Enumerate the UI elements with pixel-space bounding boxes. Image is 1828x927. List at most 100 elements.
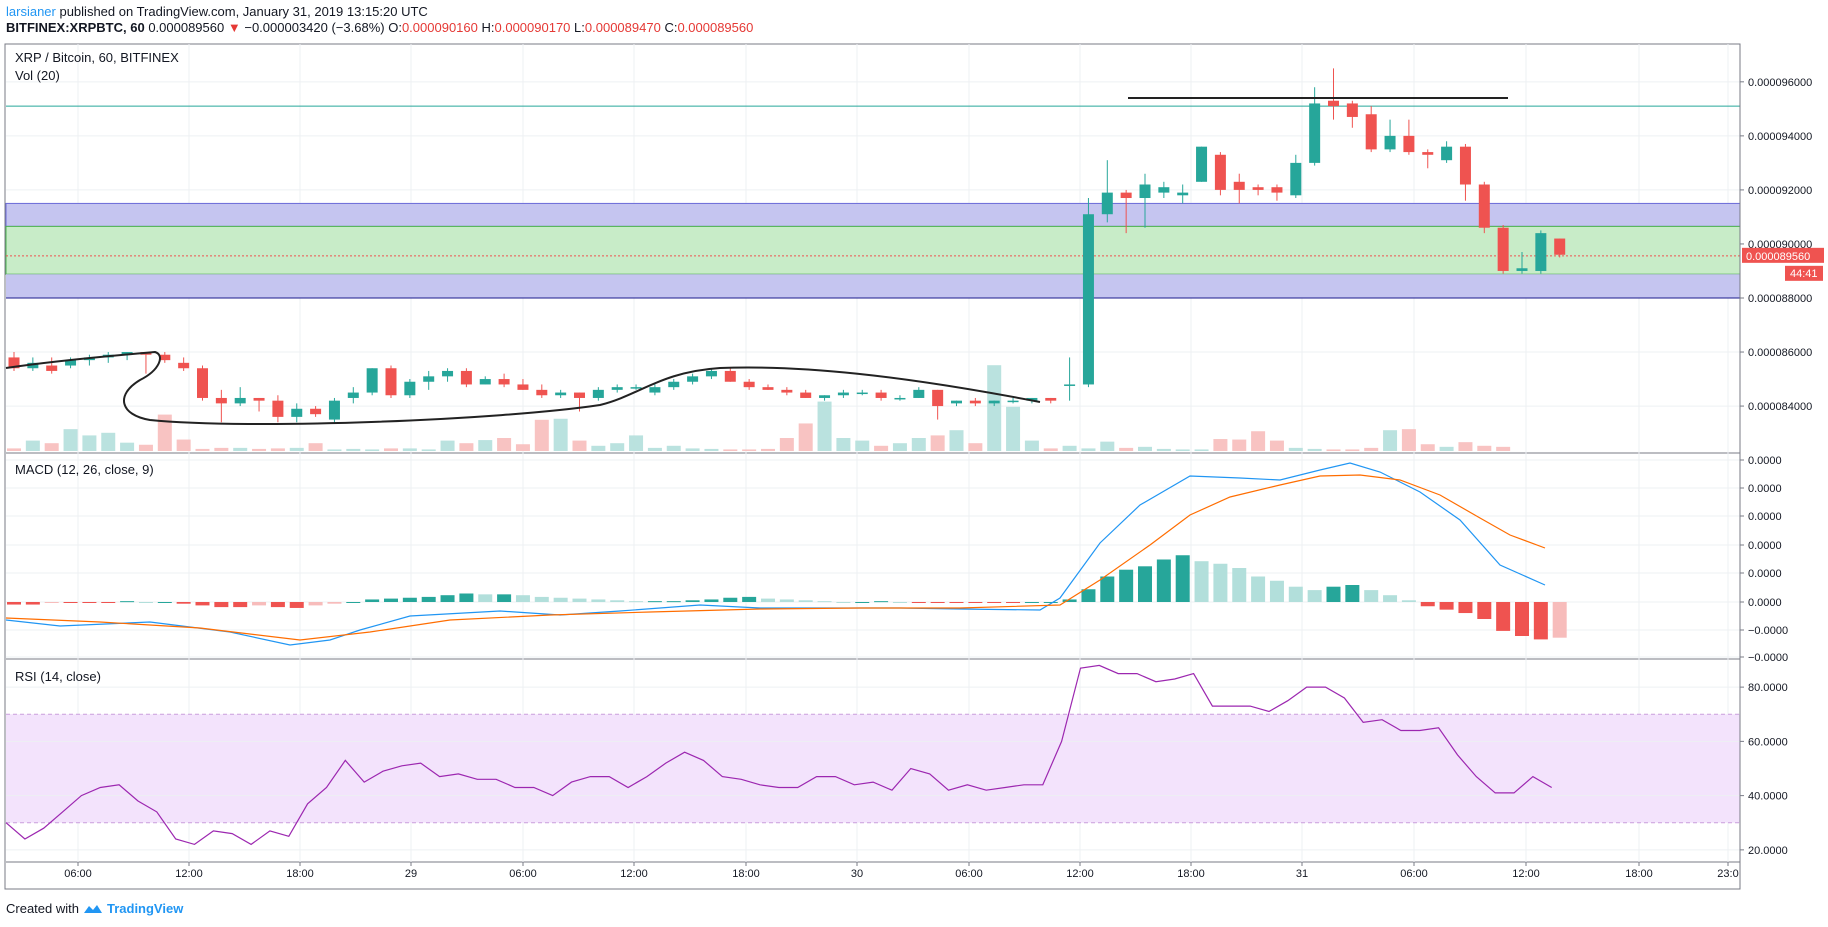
volume-bar xyxy=(572,440,587,451)
macd-line xyxy=(5,462,1546,646)
candle-body xyxy=(781,389,793,393)
symbol-info: BITFINEX:XRPBTC, 60 xyxy=(6,20,145,35)
macd-tick-label: 0.0000 xyxy=(1748,568,1782,580)
volume-bar xyxy=(1477,445,1492,451)
candle-body xyxy=(1007,400,1019,403)
volume-bar xyxy=(761,448,775,451)
macd-pane xyxy=(5,459,1740,658)
macd-histogram-bar xyxy=(1213,563,1228,602)
price-tick-label: 0.000096000 xyxy=(1748,77,1812,89)
macd-histogram-bar xyxy=(629,601,644,603)
macd-histogram-bar xyxy=(1401,600,1416,602)
candle-body xyxy=(517,384,529,390)
volume-bar xyxy=(157,414,172,451)
candle-body xyxy=(498,379,510,385)
volume-title: Vol (20) xyxy=(15,68,60,83)
candle-body xyxy=(404,381,416,396)
macd-histogram-bar xyxy=(591,599,606,602)
macd-histogram-bar xyxy=(704,599,719,602)
macd-histogram-bar xyxy=(742,596,757,602)
macd-histogram-bar xyxy=(327,602,342,604)
low-label: L: xyxy=(574,20,585,35)
volume-bar xyxy=(836,438,851,451)
volume-bar xyxy=(1307,448,1322,451)
volume-bar xyxy=(685,448,700,451)
candle-body xyxy=(837,392,849,396)
time-tick-label: 06:00 xyxy=(1400,868,1428,880)
tradingview-brand[interactable]: TradingView xyxy=(106,901,184,916)
candle-body xyxy=(913,389,925,398)
candle-body xyxy=(46,365,58,371)
candle-body xyxy=(65,360,77,366)
macd-histogram-bar xyxy=(308,602,323,606)
volume-bar xyxy=(1062,445,1077,451)
time-tick-label: 30 xyxy=(851,868,863,880)
candle-body xyxy=(1026,397,1038,401)
macd-histogram-bar xyxy=(855,602,870,603)
price-tick-label: 0.000092000 xyxy=(1748,185,1812,197)
volume-bar xyxy=(666,445,681,451)
volume-bar xyxy=(629,435,644,451)
volume-bar xyxy=(270,448,285,451)
volume-bar xyxy=(723,449,738,451)
macd-histogram-bar xyxy=(157,602,172,603)
candle-body xyxy=(1233,181,1245,190)
candle-body xyxy=(1064,384,1076,386)
volume-bar xyxy=(1100,441,1115,451)
macd-histogram-bar xyxy=(120,601,135,603)
macd-histogram-bar xyxy=(289,602,304,608)
volume-bar xyxy=(1232,439,1247,451)
current-price-badge xyxy=(1742,247,1824,263)
candle-body xyxy=(800,392,812,398)
macd-histogram-bar xyxy=(7,602,21,605)
volume-bar xyxy=(63,429,78,451)
candle-body xyxy=(1328,100,1339,107)
macd-histogram-bar xyxy=(892,602,907,603)
candle-body xyxy=(1441,146,1453,161)
candlesticks xyxy=(8,68,1566,423)
candle-body xyxy=(894,397,906,400)
candle-body xyxy=(1459,146,1471,185)
candle-body xyxy=(1478,184,1490,228)
macd-histogram-bar xyxy=(1100,576,1115,602)
candle-body xyxy=(555,392,567,396)
candle-body xyxy=(630,387,642,389)
macd-histogram-bar xyxy=(497,594,512,602)
macd-histogram-bar xyxy=(25,602,40,605)
volume-bar xyxy=(478,440,493,451)
volume-bar xyxy=(1024,440,1039,451)
macd-histogram-bar xyxy=(1232,568,1247,602)
volume-bar xyxy=(44,443,59,451)
candle-body xyxy=(969,400,981,404)
volume-bar xyxy=(911,438,926,451)
time-tick-label: 29 xyxy=(405,868,417,880)
candle-body xyxy=(27,362,39,369)
candle-body xyxy=(215,397,227,404)
volume-bar xyxy=(1119,447,1134,451)
macd-histogram-bar xyxy=(421,596,436,602)
volume-bars xyxy=(7,365,1511,451)
volume-bar xyxy=(138,444,153,451)
candle-body xyxy=(1120,192,1132,199)
candle-body xyxy=(1535,233,1547,271)
price-tick-label: 0.000086000 xyxy=(1748,347,1812,359)
open-label: O: xyxy=(388,20,402,35)
rsi-tick-label: 60.0000 xyxy=(1748,736,1788,748)
macd-histogram-bar xyxy=(1477,602,1492,619)
rsi-line xyxy=(5,664,1553,846)
candle-body xyxy=(1309,103,1321,163)
author-link[interactable]: larsianer xyxy=(6,4,56,19)
volume-bar xyxy=(1458,442,1473,451)
rsi-tick-label: 80.0000 xyxy=(1748,682,1788,694)
volume-bar xyxy=(7,448,21,451)
volume-bar xyxy=(308,443,323,451)
candle-body xyxy=(1196,146,1208,182)
volume-bar xyxy=(647,447,662,451)
macd-histogram-bar xyxy=(930,602,945,603)
volume-bar xyxy=(591,445,606,451)
macd-histogram-bar xyxy=(365,599,380,602)
candle-body xyxy=(310,408,322,415)
volume-bar xyxy=(365,449,380,451)
